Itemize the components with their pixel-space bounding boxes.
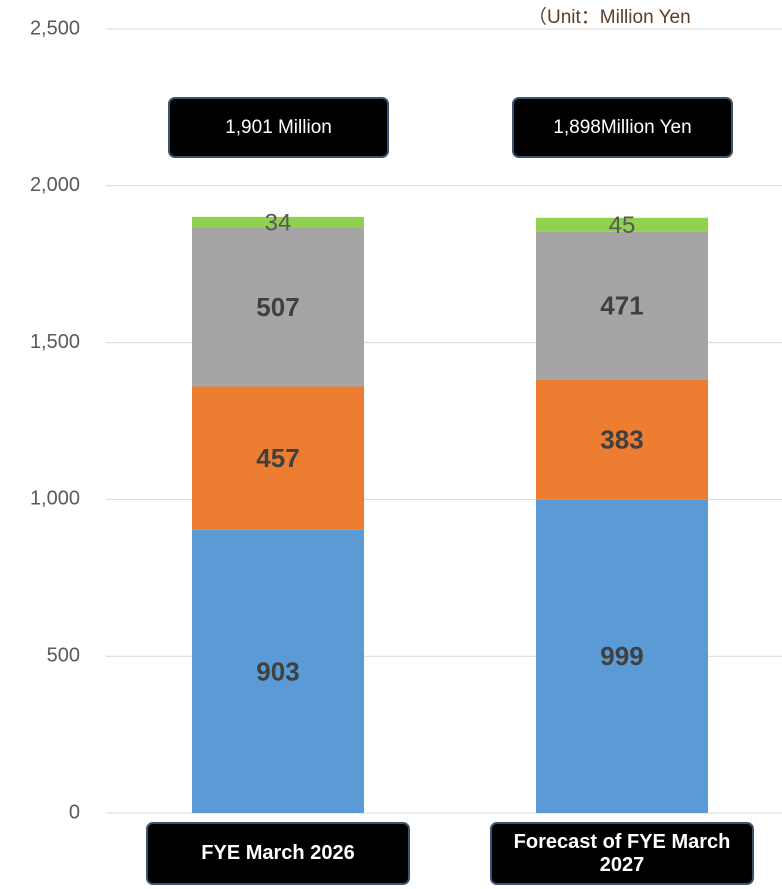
y-tick-label: 2,500 — [30, 17, 80, 39]
value-label: 383 — [600, 425, 643, 455]
category-label: FYE March 2026 — [146, 822, 410, 885]
value-label: 903 — [256, 656, 299, 686]
value-label: 34 — [265, 210, 292, 237]
bar-segment — [536, 231, 708, 380]
y-tick-label: 1,500 — [30, 331, 80, 353]
value-label: 457 — [256, 443, 299, 473]
value-label: 45 — [609, 212, 636, 239]
total-annotation: 1,901 Million — [168, 97, 389, 158]
bar-segment — [536, 499, 708, 813]
value-label: 507 — [256, 292, 299, 322]
category-label: Forecast of FYE March 2027 — [490, 822, 754, 885]
bar-segment — [536, 217, 708, 232]
bar-segment — [192, 216, 364, 228]
unit-note: （Unit：Million Yen — [528, 7, 691, 28]
value-label: 999 — [600, 641, 643, 671]
total-annotation: 1,898Million Yen — [512, 97, 733, 158]
y-tick-label: 2,000 — [30, 174, 80, 196]
value-label: 471 — [600, 291, 643, 321]
y-tick-label: 0 — [69, 801, 80, 823]
y-tick-label: 1,000 — [30, 488, 80, 510]
bar-segment — [192, 529, 364, 813]
bar-segment — [536, 379, 708, 500]
y-tick-label: 500 — [47, 644, 80, 666]
bar-segment — [192, 227, 364, 387]
bar-segment — [192, 386, 364, 530]
